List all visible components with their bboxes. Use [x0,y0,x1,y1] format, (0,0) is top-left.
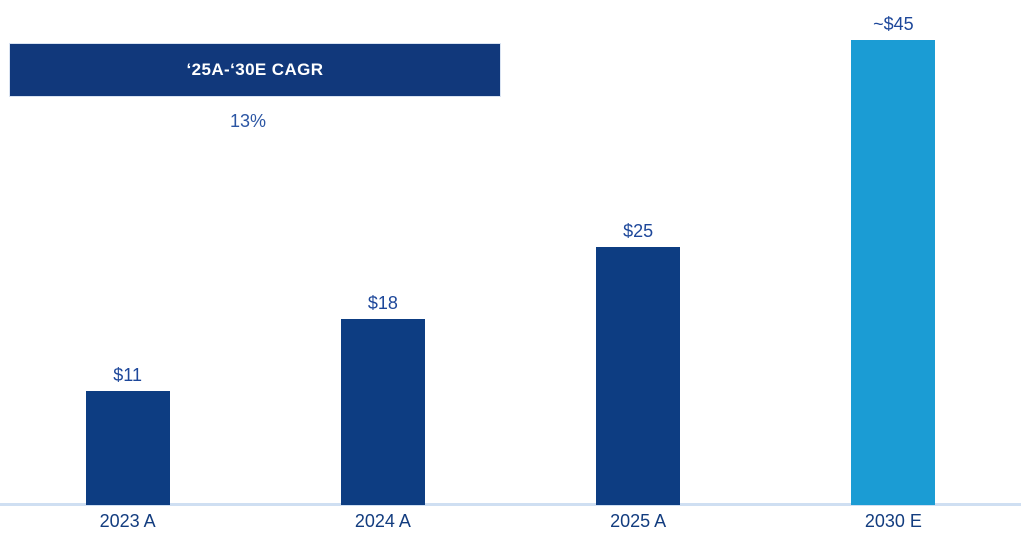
cagr-value-text: 13% [229,111,267,131]
x-axis-label-2023: 2023 A [99,511,156,531]
x-axis-label-2024: 2024 A [354,511,411,531]
x-axis-labels: 2023 A 2024 A 2025 A 2030 E [0,511,1021,532]
bar-2024 [340,319,425,505]
bar-group-2030: ~$45 [766,0,1021,505]
cagr-header-box: ‘25A-‘30E CAGR [9,43,501,97]
bar-group-2023: $11 [0,0,255,505]
plot-area: $11 $18 $25 ~$45 [0,0,1021,505]
x-axis-label-2025: 2025 A [610,511,667,531]
bar-group-2024: $18 [255,0,510,505]
cagr-header-label: ‘25A-‘30E CAGR [186,60,324,79]
bar-value-label-2025: $25 [623,221,654,241]
bar-value-label-2024: $18 [367,293,398,313]
bar-2030 [851,40,936,505]
bar-value-label-2023: $11 [113,365,142,385]
bar-group-2025: $25 [511,0,766,505]
bar-2025 [596,247,681,505]
bar-2023 [85,391,170,505]
x-axis-label-2030: 2030 E [864,511,922,531]
bar-value-label-2030: ~$45 [873,14,914,34]
x-axis-line [0,503,1021,506]
